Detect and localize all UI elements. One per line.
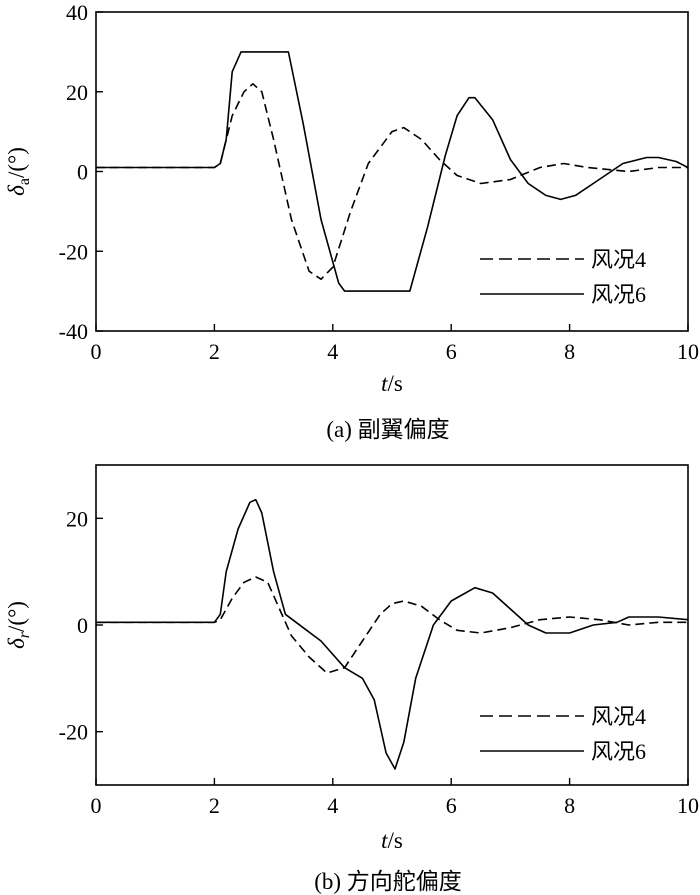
y-tick-label-b: 0	[77, 613, 88, 638]
x-tick-label-b: 6	[446, 793, 457, 818]
y-axis-label-b: δr/(°)	[4, 601, 33, 649]
caption-a: (a) 副翼偏度	[326, 417, 449, 442]
x-tick-label-b: 8	[564, 793, 575, 818]
caption-b: (b) 方向舵偏度	[314, 869, 462, 894]
x-tick-label-a: 10	[677, 339, 699, 364]
x-tick-label-a: 0	[91, 339, 102, 364]
x-tick-label-b: 0	[91, 793, 102, 818]
y-tick-label-b: -20	[59, 720, 88, 745]
legend-label-b-2: 风况6	[591, 739, 646, 764]
legend-label-a-1: 风况4	[591, 247, 646, 272]
x-tick-label-b: 2	[209, 793, 220, 818]
y-axis-label-a: δa/(°)	[4, 147, 33, 196]
x-tick-label-a: 4	[327, 339, 338, 364]
legend-label-b-1: 风况4	[591, 704, 646, 729]
x-tick-label-a: 6	[446, 339, 457, 364]
series-line-b-1	[96, 576, 688, 674]
x-tick-label-b: 10	[677, 793, 699, 818]
x-axis-label-b: t/s	[381, 828, 403, 853]
y-tick-label-a: -40	[59, 319, 88, 344]
x-tick-label-a: 8	[564, 339, 575, 364]
legend-label-a-2: 风况6	[591, 282, 646, 307]
x-tick-label-a: 2	[209, 339, 220, 364]
x-axis-label-a: t/s	[381, 371, 403, 396]
y-tick-label-b: 20	[66, 506, 88, 531]
y-tick-label-a: 40	[66, 0, 88, 25]
y-tick-label-a: 20	[66, 80, 88, 105]
y-tick-label-a: 0	[77, 160, 88, 185]
series-line-a-1	[96, 83, 688, 280]
series-line-a-2	[96, 51, 688, 292]
x-tick-label-b: 4	[327, 793, 338, 818]
series-line-b-2	[96, 498, 688, 770]
y-tick-label-a: -20	[59, 239, 88, 264]
